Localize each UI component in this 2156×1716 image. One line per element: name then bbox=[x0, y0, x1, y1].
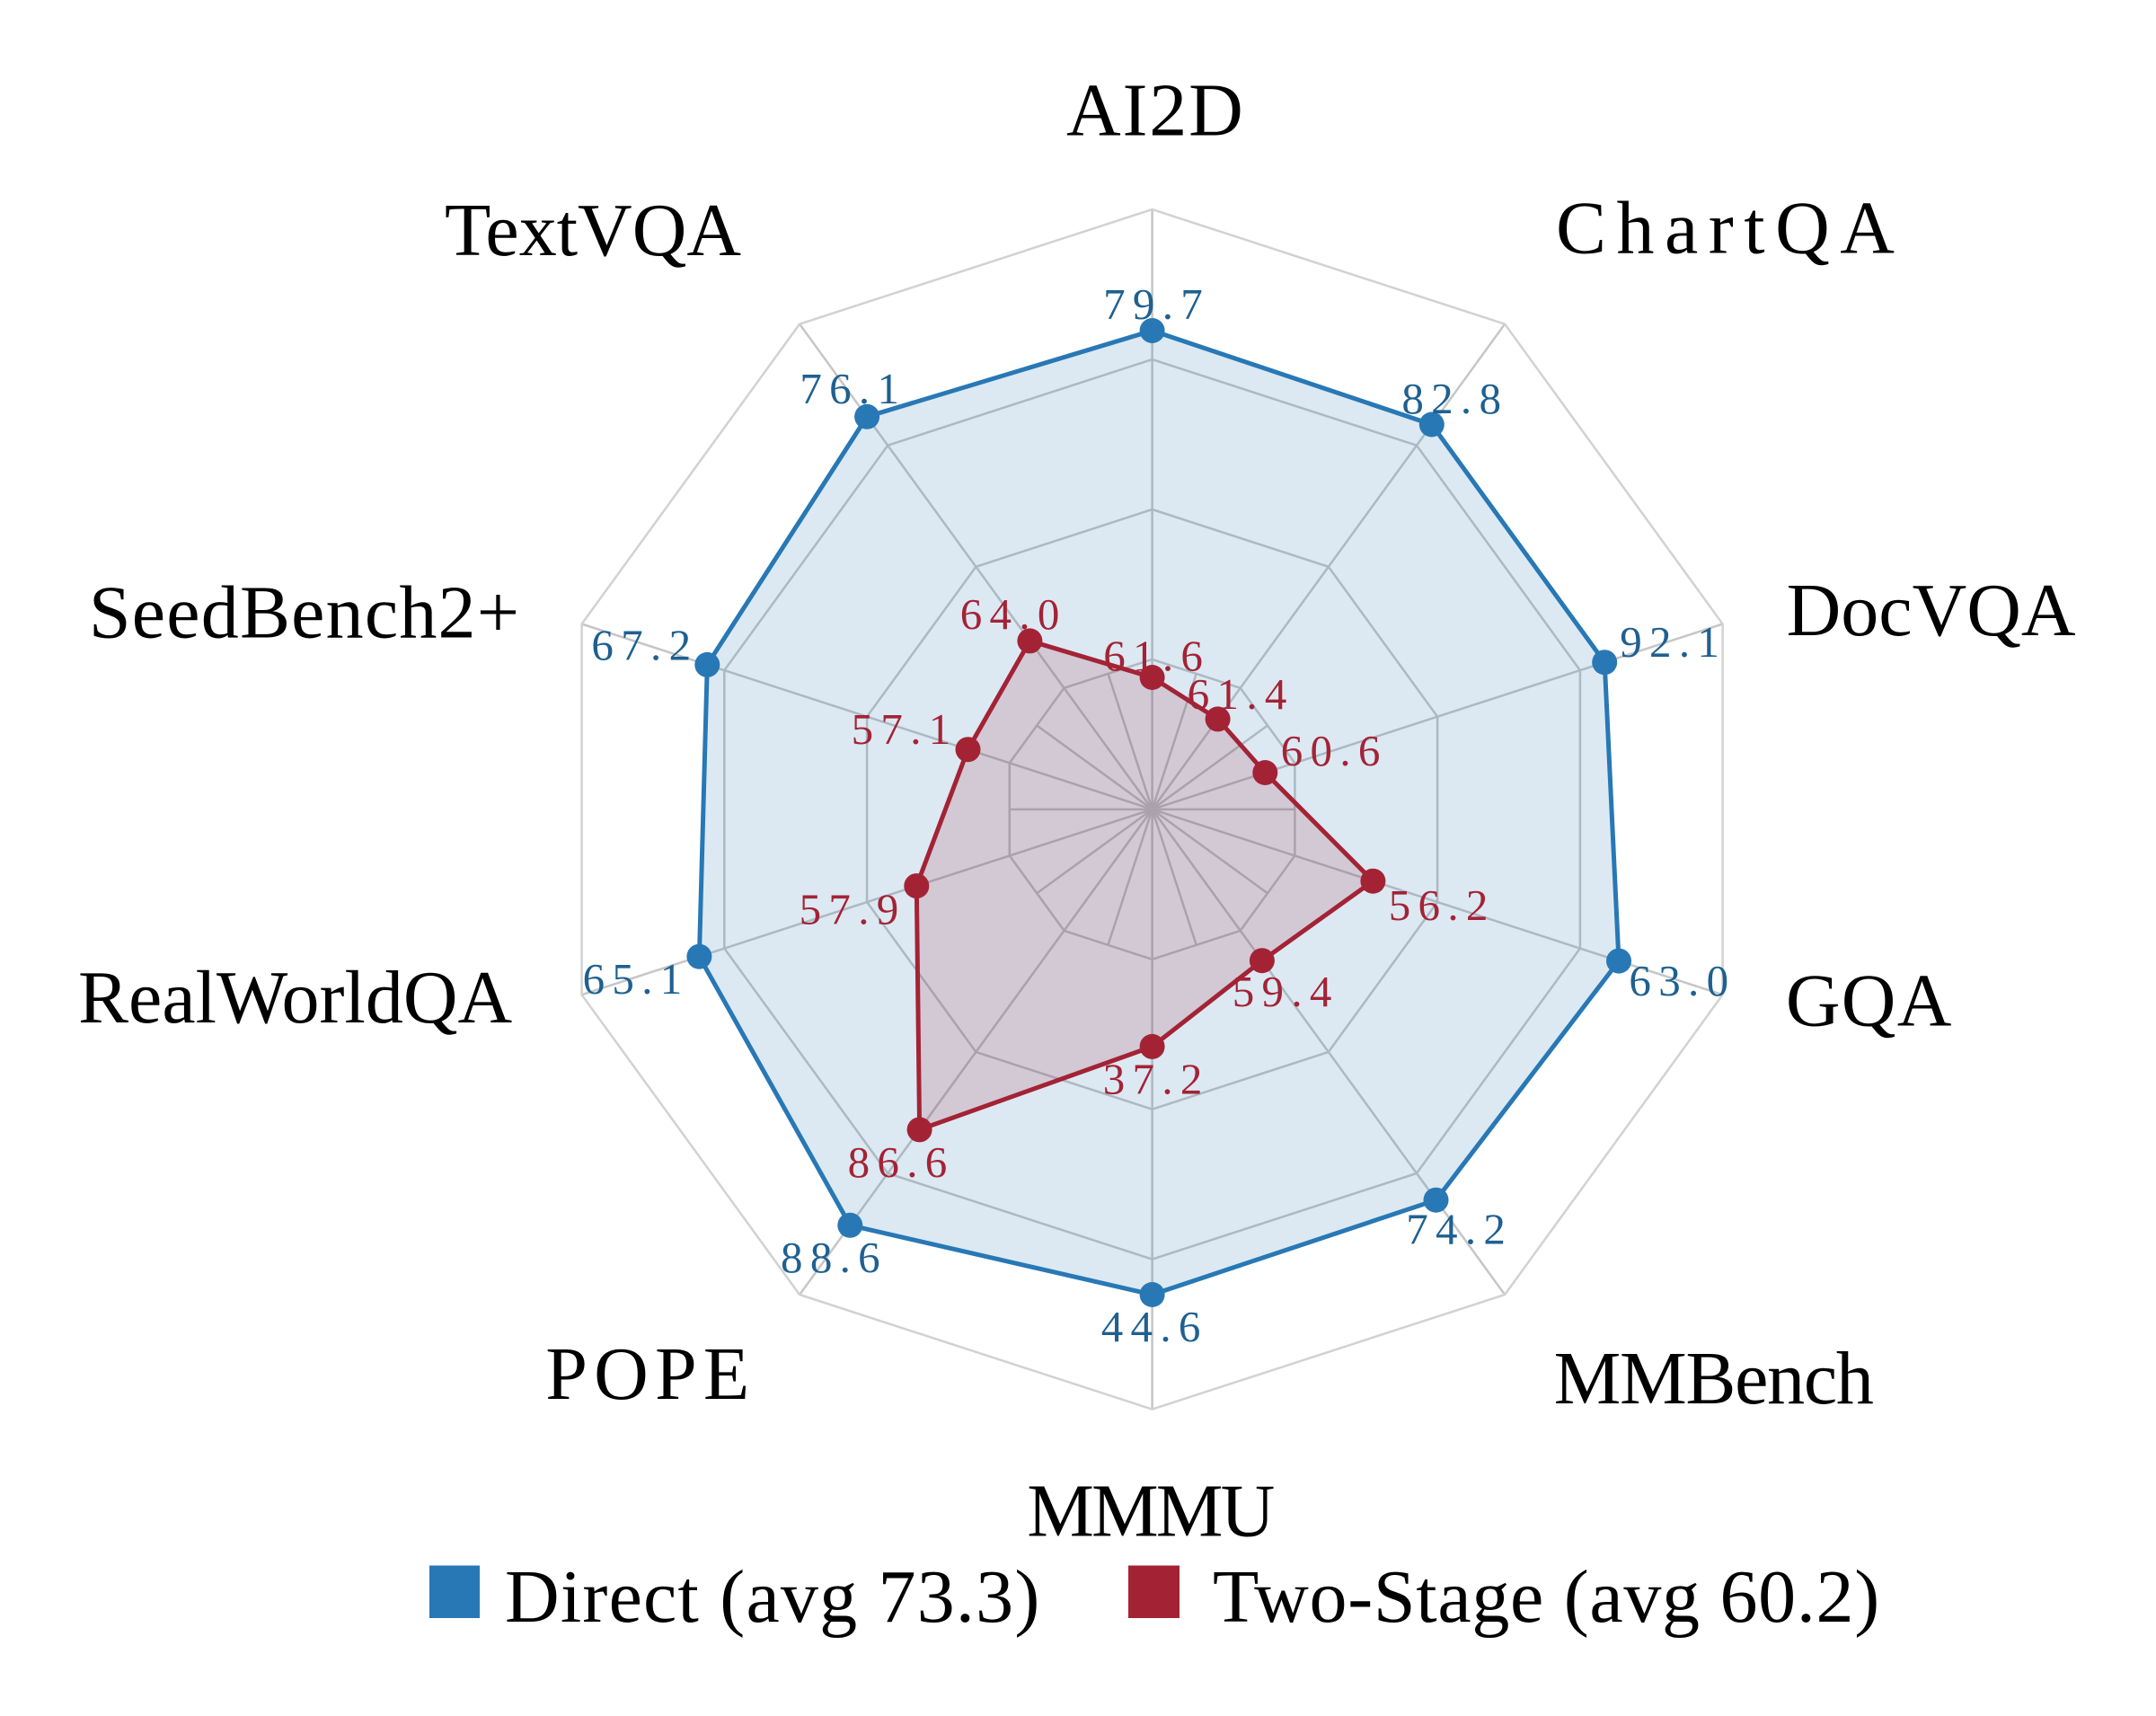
svg-text:76.1: 76.1 bbox=[800, 364, 906, 413]
svg-text:64.0: 64.0 bbox=[960, 589, 1067, 639]
svg-text:59.4: 59.4 bbox=[1233, 967, 1339, 1016]
svg-text:Direct (avg 73.3): Direct (avg 73.3) bbox=[505, 1555, 1041, 1639]
svg-text:60.6: 60.6 bbox=[1281, 726, 1388, 775]
svg-text:SeedBench2+: SeedBench2+ bbox=[89, 571, 520, 654]
svg-text:Two-Stage (avg 60.2): Two-Stage (avg 60.2) bbox=[1213, 1555, 1880, 1639]
svg-text:RealWorldQA: RealWorldQA bbox=[78, 956, 512, 1039]
svg-text:TextVQA: TextVQA bbox=[445, 189, 741, 272]
svg-text:56.2: 56.2 bbox=[1389, 880, 1496, 930]
svg-text:37.2: 37.2 bbox=[1103, 1054, 1210, 1103]
svg-text:79.7: 79.7 bbox=[1103, 279, 1210, 329]
svg-text:92.1: 92.1 bbox=[1620, 617, 1727, 667]
svg-text:DocVQA: DocVQA bbox=[1787, 569, 2076, 652]
svg-text:67.2: 67.2 bbox=[591, 621, 698, 670]
svg-text:74.2: 74.2 bbox=[1406, 1204, 1513, 1253]
svg-text:POPE: POPE bbox=[545, 1332, 755, 1416]
svg-text:57.1: 57.1 bbox=[852, 704, 959, 754]
svg-text:63.0: 63.0 bbox=[1629, 956, 1736, 1005]
svg-text:ChartQA: ChartQA bbox=[1556, 187, 1904, 270]
svg-text:88.6: 88.6 bbox=[781, 1233, 888, 1282]
svg-text:44.6: 44.6 bbox=[1101, 1302, 1208, 1351]
svg-text:65.1: 65.1 bbox=[583, 954, 690, 1004]
svg-text:57.9: 57.9 bbox=[800, 885, 906, 934]
svg-text:MMBench: MMBench bbox=[1554, 1337, 1873, 1420]
svg-text:82.8: 82.8 bbox=[1401, 374, 1508, 423]
svg-text:MMMU: MMMU bbox=[1027, 1469, 1273, 1552]
svg-text:GQA: GQA bbox=[1786, 960, 1953, 1043]
svg-text:86.6: 86.6 bbox=[848, 1137, 955, 1187]
svg-text:AI2D: AI2D bbox=[1066, 69, 1245, 153]
svg-text:61.4: 61.4 bbox=[1188, 669, 1294, 719]
